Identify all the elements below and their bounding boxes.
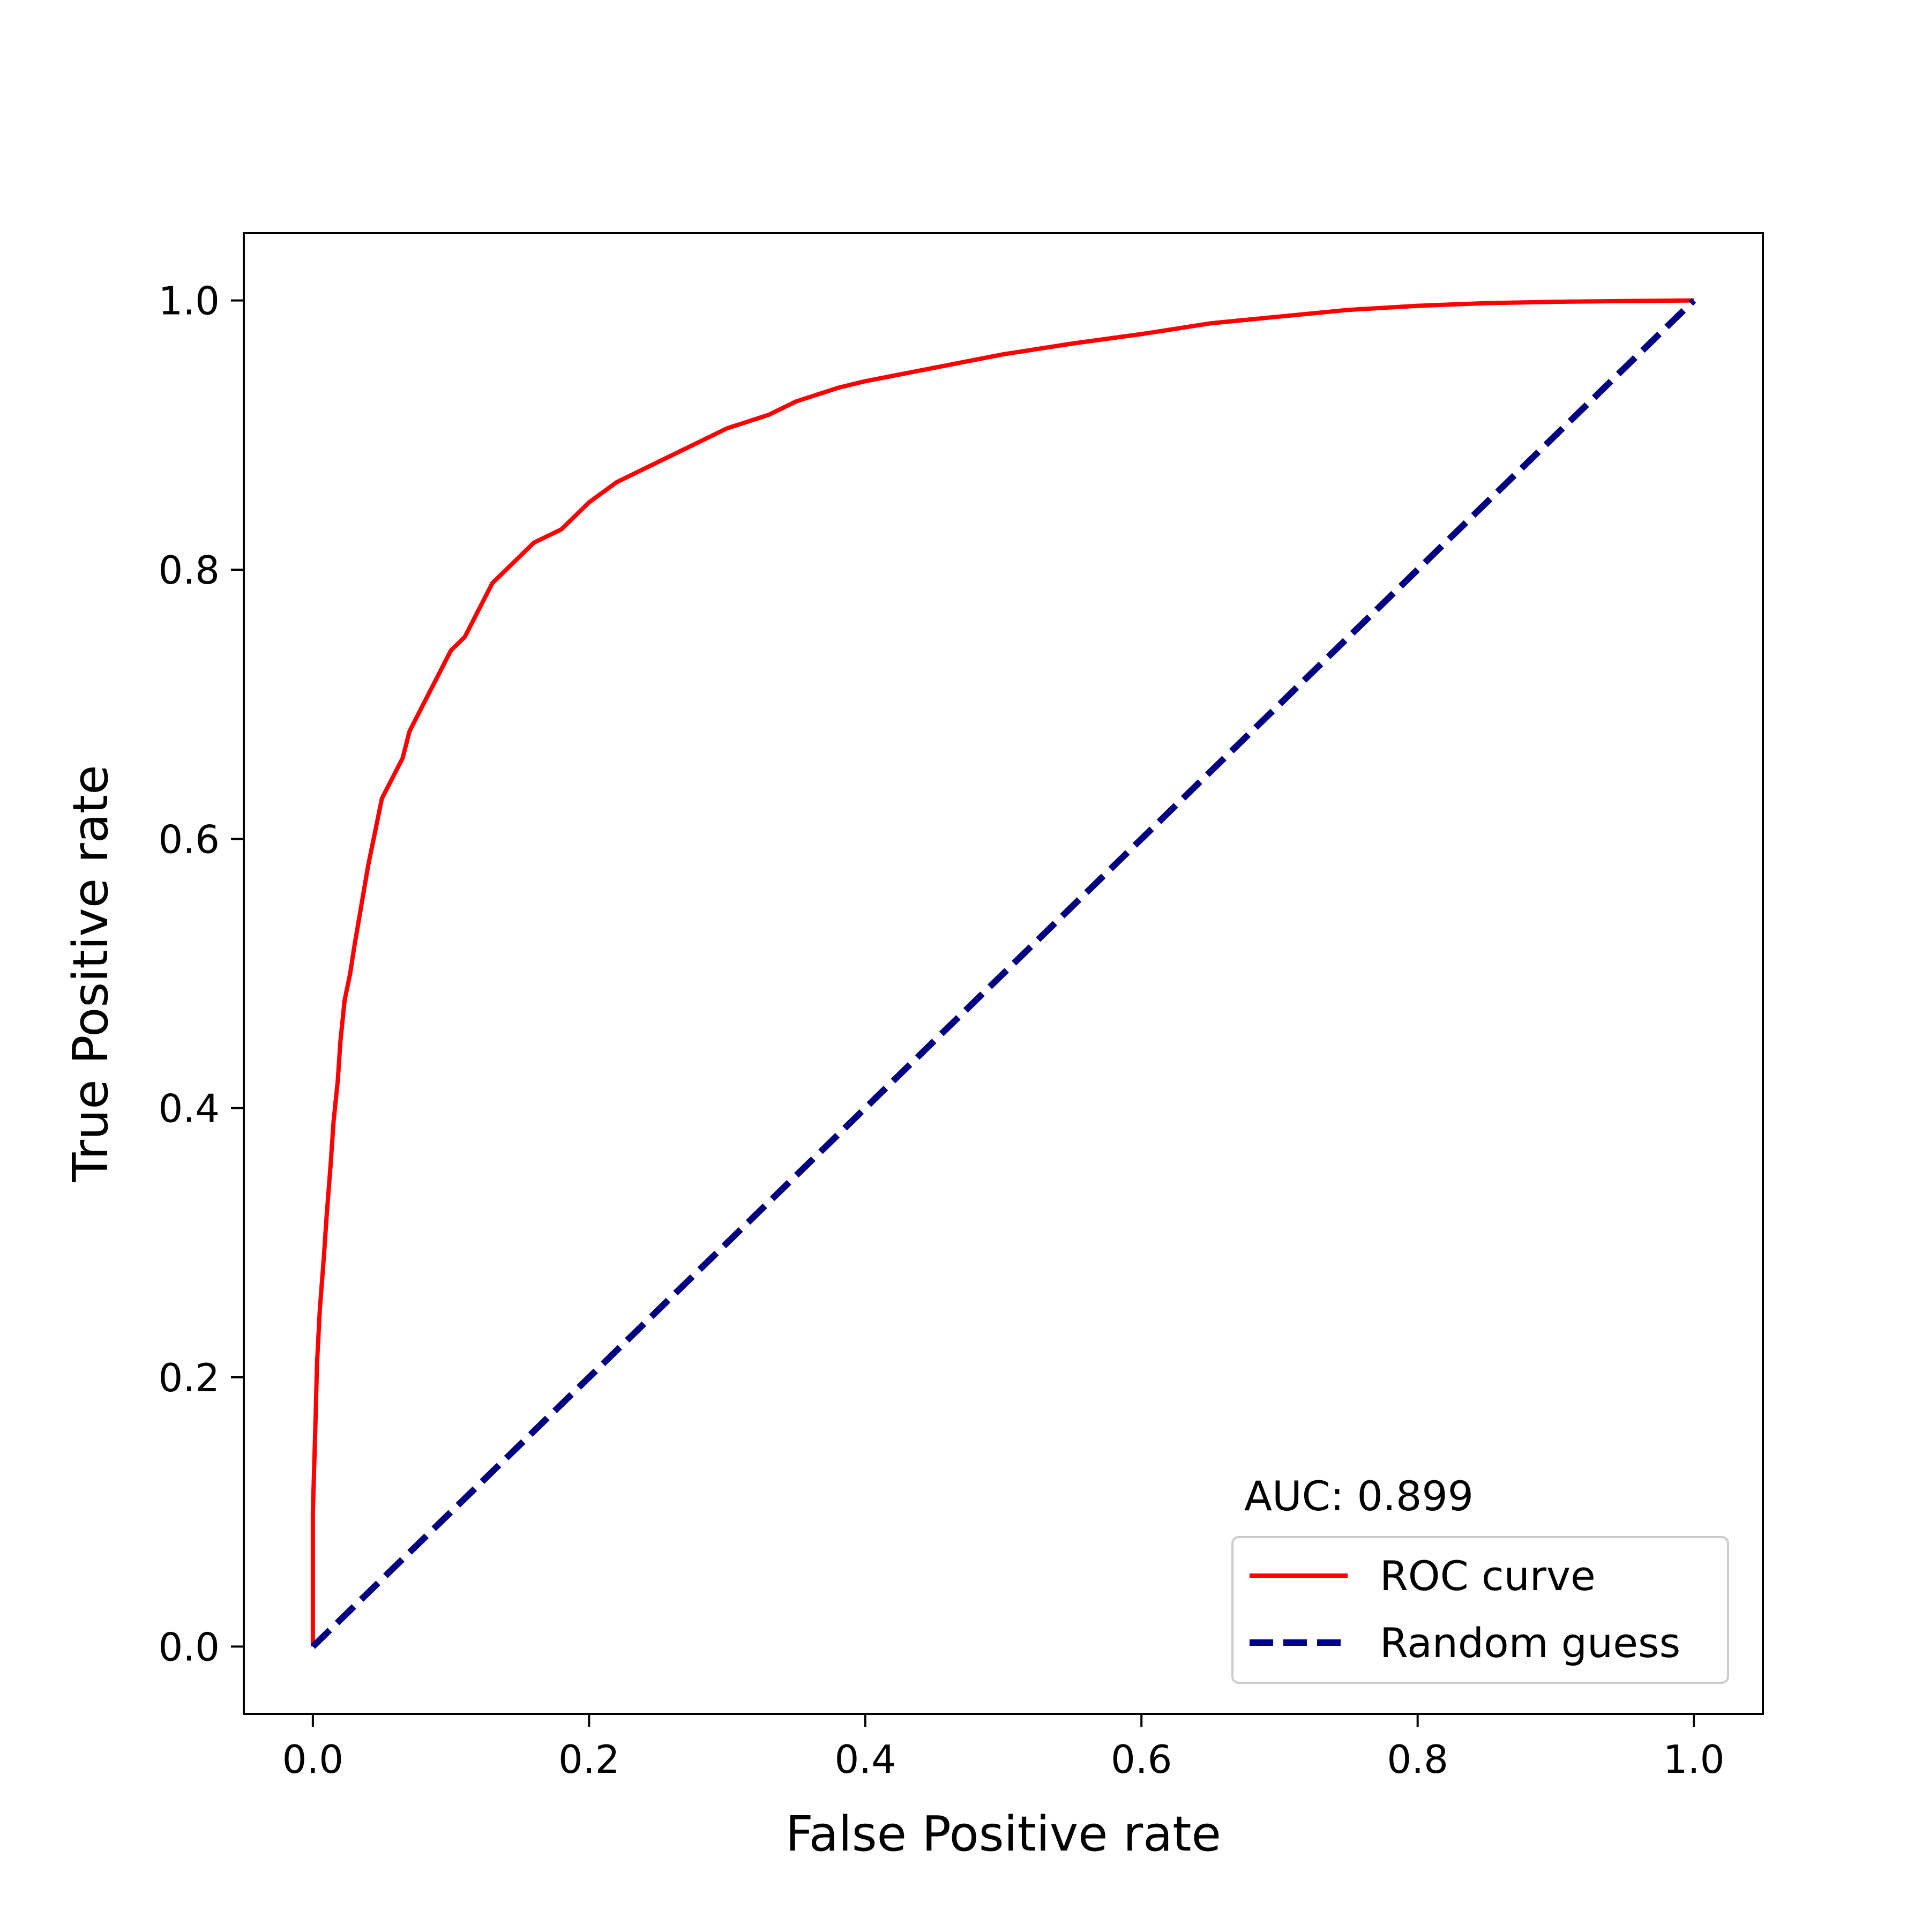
y-tick-label: 0.0	[158, 1624, 220, 1669]
y-axis-label: True Positive rate	[63, 765, 119, 1182]
x-tick-label: 0.0	[282, 1737, 344, 1782]
legend-label-roc-curve: ROC curve	[1380, 1552, 1596, 1600]
y-tick-label: 0.6	[158, 817, 220, 862]
y-tick-label: 0.4	[158, 1086, 220, 1131]
axes-frame	[243, 232, 1764, 1715]
x-tick-label: 0.4	[835, 1737, 896, 1782]
legend: ROC curve Random guess	[1231, 1536, 1729, 1684]
plot-area	[310, 298, 1696, 1649]
x-axis-label: False Positive rate	[786, 1806, 1221, 1862]
y-tick-label: 0.8	[158, 548, 220, 593]
y-tick-label: 1.0	[158, 279, 220, 324]
x-axis-ticks: 0.0 0.2 0.4 0.6 0.8 1.0	[282, 1714, 1725, 1782]
y-axis-ticks: 0.0 0.2 0.4 0.6 0.8 1.0	[158, 279, 244, 1669]
x-tick-label: 1.0	[1663, 1737, 1725, 1782]
x-tick-label: 0.6	[1111, 1737, 1172, 1782]
y-tick-label: 0.2	[158, 1355, 220, 1400]
series-line-random-guess	[310, 298, 1696, 1649]
series-line-roc-curve	[310, 298, 1694, 1647]
x-tick-label: 0.2	[558, 1737, 620, 1782]
legend-label-random-guess: Random guess	[1380, 1619, 1680, 1667]
x-tick-label: 0.8	[1387, 1737, 1448, 1782]
auc-annotation: AUC: 0.899	[1244, 1472, 1474, 1520]
legend-box	[1231, 1536, 1729, 1684]
